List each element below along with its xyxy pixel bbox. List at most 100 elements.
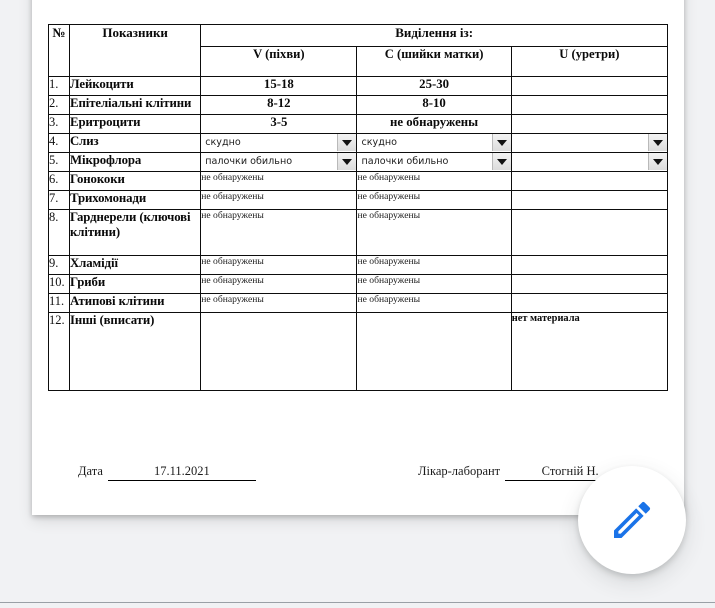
table-row: 6. Гонококи не обнаружены не обнаружены <box>47 171 669 191</box>
dropdown-vagina[interactable]: скудно <box>201 134 357 151</box>
table-row: 12. Інші (вписати) нет материала <box>47 312 669 391</box>
cell-vagina: не обнаружены <box>200 274 358 294</box>
triangle-down-glyph <box>496 139 507 146</box>
triangle-down-glyph <box>496 158 507 165</box>
table-row: 4. Слиз скудно скудно <box>47 133 669 153</box>
dropdown-selected-value: скудно <box>205 137 241 148</box>
dropdown-cervix[interactable]: палочки обильно <box>357 153 511 170</box>
th-sub-urethra: U (уретри) <box>510 46 669 77</box>
cell-vagina: 15-18 <box>200 76 358 96</box>
footer-date-group: Дата 17.11.2021 <box>78 464 256 481</box>
row-indicator-name: Атипові клітини <box>69 293 202 313</box>
dropdown-cervix[interactable]: скудно <box>357 134 511 151</box>
cell-vagina: не обнаружены <box>200 255 358 275</box>
row-number: 5. <box>47 152 71 172</box>
th-indicator: Показники <box>69 24 202 77</box>
cell-cervix: не обнаружены <box>356 171 512 191</box>
row-number: 4. <box>47 133 71 153</box>
footer-lab-doctor-label: Лікар-лаборант <box>418 464 501 478</box>
cell-urethra <box>510 209 669 256</box>
dropdown-urethra[interactable] <box>511 153 667 170</box>
table-row: 11. Атипові клітини не обнаружены не обнару… <box>47 293 669 313</box>
cell-vagina <box>200 312 358 391</box>
chevron-down-icon[interactable] <box>337 153 357 170</box>
cell-urethra[interactable] <box>510 152 669 172</box>
cell-urethra <box>510 274 669 294</box>
footer-lab-doctor-group: Лікар-лаборант Стогній Н. <box>418 464 636 481</box>
edit-fab-button[interactable] <box>578 466 686 574</box>
pencil-icon <box>608 496 656 544</box>
dropdown-selected-value: палочки обильно <box>361 156 449 167</box>
cell-cervix: не обнаружены <box>356 274 512 294</box>
table-head: № Показники Виділення із: V (піхви) C (ш… <box>47 24 669 77</box>
dropdown-selected-value: скудно <box>361 137 398 148</box>
table-row: 3. Еритроцити 3-5 не обнаружены <box>47 114 669 134</box>
cell-cervix[interactable]: палочки обильно <box>356 152 512 172</box>
table-row: 7. Трихомонади не обнаружены не обнаружены <box>47 190 669 210</box>
table-row: 2. Епітеліальні клітини 8-12 8-10 <box>47 95 669 115</box>
row-number: 2. <box>47 95 71 115</box>
row-indicator-name: Хламідії <box>69 255 202 275</box>
row-number: 7. <box>47 190 71 210</box>
cutoff-header-line: Лікар Нарсесян Я.С. ПП І-ІІ Домішки відс… <box>32 0 684 2</box>
table-body: 1. Лейкоцити 15-18 25-30 2. Епітеліальні кліт… <box>47 76 669 391</box>
bottom-divider <box>0 602 715 603</box>
th-sub-cervix: C (шийки матки) <box>356 46 512 77</box>
document-page: Лікар Нарсесян Я.С. ПП І-ІІ Домішки відс… <box>32 0 684 515</box>
row-indicator-name: Мікрофлора <box>69 152 202 172</box>
table-header-row-2: V (піхви) C (шийки матки) U (уретри) <box>49 46 669 77</box>
chevron-down-icon[interactable] <box>491 134 511 151</box>
table-row: 1. Лейкоцити 15-18 25-30 <box>47 76 669 96</box>
cell-cervix: не обнаружены <box>356 114 512 134</box>
row-number: 6. <box>47 171 71 191</box>
th-group-discharge-from: Виділення із: <box>200 24 668 47</box>
dropdown-vagina[interactable]: палочки обильно <box>201 153 357 170</box>
row-indicator-name: Слиз <box>69 133 202 153</box>
cell-cervix[interactable]: скудно <box>356 133 512 153</box>
row-indicator-name: Лейкоцити <box>69 76 202 96</box>
cell-urethra <box>510 114 669 134</box>
cell-cervix: 25-30 <box>356 76 512 96</box>
row-number: 8. <box>47 209 71 256</box>
cell-vagina: не обнаружены <box>200 209 358 256</box>
th-sub-vagina: V (піхви) <box>200 46 358 77</box>
footer-date-value: 17.11.2021 <box>107 464 256 481</box>
cell-vagina[interactable]: палочки обильно <box>200 152 358 172</box>
triangle-down-glyph <box>653 158 663 165</box>
chevron-down-icon[interactable] <box>648 134 667 151</box>
triangle-down-glyph <box>342 139 353 146</box>
chevron-down-icon[interactable] <box>337 134 357 151</box>
chevron-down-icon[interactable] <box>648 153 667 170</box>
cell-urethra <box>510 255 669 275</box>
cell-cervix: 8-10 <box>356 95 512 115</box>
table-row: 5. Мікрофлора палочки обильно палочки обиль… <box>47 152 669 172</box>
cell-vagina: не обнаружены <box>200 190 358 210</box>
row-number: 11. <box>47 293 71 313</box>
row-number: 12. <box>47 312 71 391</box>
cell-cervix: не обнаружены <box>356 255 512 275</box>
cell-urethra[interactable] <box>510 133 669 153</box>
row-indicator-name: Трихомонади <box>69 190 202 210</box>
triangle-down-glyph <box>342 158 353 165</box>
row-indicator-name: Епітеліальні клітини <box>69 95 202 115</box>
chevron-down-icon[interactable] <box>491 153 511 170</box>
cell-urethra <box>510 293 669 313</box>
row-indicator-name: Еритроцити <box>69 114 202 134</box>
cell-vagina[interactable]: скудно <box>200 133 358 153</box>
row-indicator-name: Гонококи <box>69 171 202 191</box>
dropdown-urethra[interactable] <box>511 134 667 151</box>
cell-urethra <box>510 171 669 191</box>
triangle-down-glyph <box>653 139 663 146</box>
cell-cervix: не обнаружены <box>356 190 512 210</box>
row-number: 1. <box>47 76 71 96</box>
cell-vagina: 3-5 <box>200 114 358 134</box>
row-number: 3. <box>47 114 71 134</box>
cell-urethra <box>510 76 669 96</box>
footer-lab-doctor-value: Стогній Н. <box>505 464 636 481</box>
cell-vagina: 8-12 <box>200 95 358 115</box>
cell-urethra <box>510 190 669 210</box>
cell-vagina: не обнаружены <box>200 171 358 191</box>
footer-signature-row: Дата 17.11.2021 Лікар-лаборант Стогній Н… <box>32 464 684 494</box>
table-row: 10. Гриби не обнаружены не обнаружены <box>47 274 669 294</box>
